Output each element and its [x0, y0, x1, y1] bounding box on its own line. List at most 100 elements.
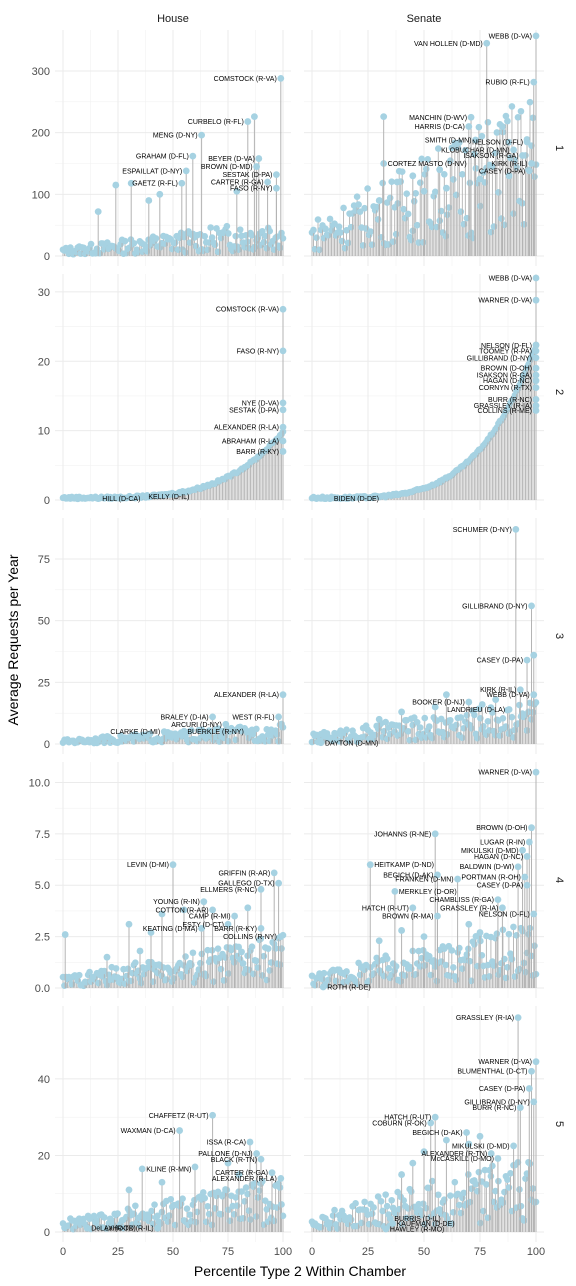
point-label: COMSTOCK (R-VA) — [216, 307, 279, 314]
point — [508, 103, 516, 110]
point — [244, 118, 252, 125]
point-label: ESPAILLAT (D-NY) — [122, 168, 182, 175]
point — [127, 179, 135, 187]
point — [214, 1188, 222, 1196]
point — [200, 898, 208, 906]
point — [476, 929, 484, 936]
point — [443, 1136, 450, 1144]
point — [502, 974, 510, 982]
point — [261, 232, 269, 240]
point — [475, 123, 483, 131]
point — [239, 960, 247, 967]
point-label: TOOMEY (R-PA) — [479, 348, 532, 355]
point — [232, 736, 240, 744]
point — [532, 371, 540, 379]
point — [530, 910, 538, 918]
point — [276, 244, 284, 252]
point-label: HATCH (R-UT) — [384, 1115, 431, 1122]
point — [355, 959, 362, 967]
point — [525, 1085, 533, 1092]
point — [325, 976, 332, 984]
point — [160, 728, 168, 736]
row-strip-label: 3 — [553, 633, 565, 639]
point — [326, 215, 334, 223]
point — [437, 207, 445, 215]
point — [373, 203, 380, 211]
point-label: RUBIO (R-FL) — [485, 80, 529, 87]
point — [475, 1168, 483, 1176]
point — [244, 1190, 251, 1198]
point — [239, 1215, 247, 1222]
point-label: CASEY (D-PA) — [479, 1086, 525, 1093]
point — [156, 190, 164, 198]
point — [528, 602, 535, 610]
point — [453, 721, 460, 729]
point-label: HEITKAMP (D-ND) — [374, 862, 434, 869]
point — [389, 1220, 397, 1227]
point — [471, 941, 478, 948]
point — [154, 1224, 162, 1232]
point — [222, 720, 230, 728]
point — [375, 937, 383, 945]
point — [467, 113, 475, 121]
point — [407, 965, 415, 972]
point — [487, 704, 495, 711]
point — [152, 235, 160, 242]
y-tick-label: 0 — [44, 495, 50, 507]
point-label: GRASSLEY (R-IA) — [474, 403, 532, 410]
point-label: YOUNG (R-IN) — [153, 899, 200, 906]
point — [272, 945, 279, 952]
point — [273, 233, 281, 240]
point — [248, 232, 256, 239]
point — [392, 230, 400, 238]
point — [514, 863, 522, 871]
point — [217, 1211, 225, 1218]
point — [137, 979, 145, 987]
point — [516, 965, 523, 973]
facet-panel-senate-3: SCHUMER (D-NY) GILLIBRAND (D-NY) CASEY (D-… — [304, 518, 544, 754]
point — [517, 107, 525, 115]
point — [474, 734, 481, 742]
point — [460, 1189, 468, 1197]
point — [427, 1119, 435, 1127]
x-tick-label: 50 — [167, 1246, 179, 1258]
point — [242, 1184, 250, 1191]
point — [154, 1212, 161, 1220]
point — [517, 1202, 525, 1210]
point-label: WEBB (D-VA) — [486, 692, 529, 699]
point — [407, 236, 415, 244]
point — [532, 377, 540, 385]
point-label: BROWN (D-OH) — [476, 825, 527, 832]
point — [530, 78, 538, 86]
point — [279, 1212, 287, 1220]
x-tick-label: 50 — [418, 1246, 430, 1258]
point — [471, 711, 478, 719]
point — [436, 166, 444, 174]
point — [308, 738, 316, 746]
point-label: ISAKSON (R-GA) — [463, 153, 518, 160]
point — [505, 172, 513, 180]
point — [507, 1169, 514, 1177]
point — [191, 1163, 199, 1171]
point — [486, 973, 493, 980]
point — [361, 204, 368, 212]
point — [246, 1138, 254, 1146]
point — [320, 969, 328, 977]
point — [478, 701, 486, 708]
point — [525, 930, 532, 938]
point — [494, 1155, 502, 1162]
point-label: NELSON (D-FL) — [472, 139, 523, 146]
point — [450, 964, 457, 971]
point — [416, 179, 424, 187]
point-label: GILLIBRAND (D-NY) — [467, 355, 532, 362]
facet-panel-senate-4: WARNER (D-VA) JOHANNS (R-NE) BROWN (D-OH) L… — [304, 762, 544, 998]
point — [434, 912, 441, 920]
point — [389, 238, 397, 245]
point — [496, 732, 504, 739]
point — [525, 838, 533, 846]
point — [454, 1190, 462, 1198]
point — [504, 1176, 511, 1183]
point — [230, 1210, 238, 1218]
point — [489, 163, 496, 170]
point — [168, 245, 176, 253]
